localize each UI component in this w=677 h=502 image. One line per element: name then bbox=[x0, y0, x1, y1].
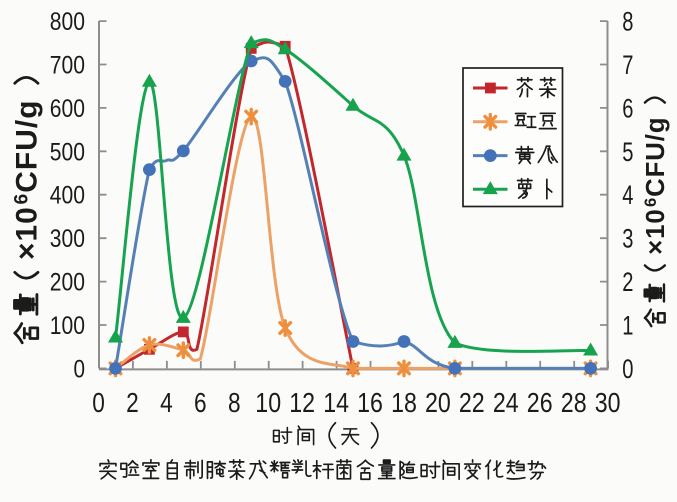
svg-text:2: 2 bbox=[126, 387, 139, 418]
svg-text:0: 0 bbox=[74, 355, 86, 383]
svg-text:10: 10 bbox=[255, 387, 281, 418]
svg-text:300: 300 bbox=[50, 225, 85, 253]
svg-text:30: 30 bbox=[595, 387, 621, 418]
svg-text:12: 12 bbox=[289, 387, 315, 418]
svg-text:5: 5 bbox=[622, 137, 633, 167]
svg-text:0: 0 bbox=[622, 354, 633, 384]
svg-text:4: 4 bbox=[160, 387, 173, 418]
svg-text:600: 600 bbox=[50, 95, 85, 123]
svg-text:4: 4 bbox=[622, 180, 633, 210]
svg-text:8: 8 bbox=[228, 387, 241, 418]
svg-text:700: 700 bbox=[50, 52, 85, 80]
svg-text:6: 6 bbox=[641, 198, 660, 207]
svg-text:24: 24 bbox=[493, 387, 519, 418]
svg-text:6: 6 bbox=[194, 387, 207, 418]
svg-text:×10: ×10 bbox=[642, 208, 670, 254]
svg-text:14: 14 bbox=[323, 387, 349, 418]
svg-text:3: 3 bbox=[622, 224, 633, 254]
svg-text:2: 2 bbox=[622, 267, 633, 297]
svg-text:6: 6 bbox=[622, 93, 633, 123]
svg-text:CFU/g: CFU/g bbox=[11, 99, 44, 192]
svg-text:200: 200 bbox=[50, 269, 85, 297]
svg-text:22: 22 bbox=[459, 387, 485, 418]
svg-text:×10: ×10 bbox=[11, 206, 44, 260]
svg-text:18: 18 bbox=[391, 387, 417, 418]
svg-text:7: 7 bbox=[622, 50, 633, 80]
svg-text:28: 28 bbox=[561, 387, 587, 418]
svg-text:1: 1 bbox=[622, 311, 633, 341]
svg-text:6: 6 bbox=[12, 194, 33, 205]
svg-text:400: 400 bbox=[50, 182, 85, 210]
svg-text:CFU/g: CFU/g bbox=[642, 116, 670, 196]
svg-text:500: 500 bbox=[50, 138, 85, 166]
svg-text:20: 20 bbox=[425, 387, 451, 418]
svg-text:26: 26 bbox=[527, 387, 553, 418]
svg-text:0: 0 bbox=[92, 387, 105, 418]
svg-text:800: 800 bbox=[50, 8, 85, 36]
svg-text:16: 16 bbox=[357, 387, 383, 418]
svg-text:100: 100 bbox=[50, 312, 85, 340]
svg-text:8: 8 bbox=[622, 7, 633, 37]
